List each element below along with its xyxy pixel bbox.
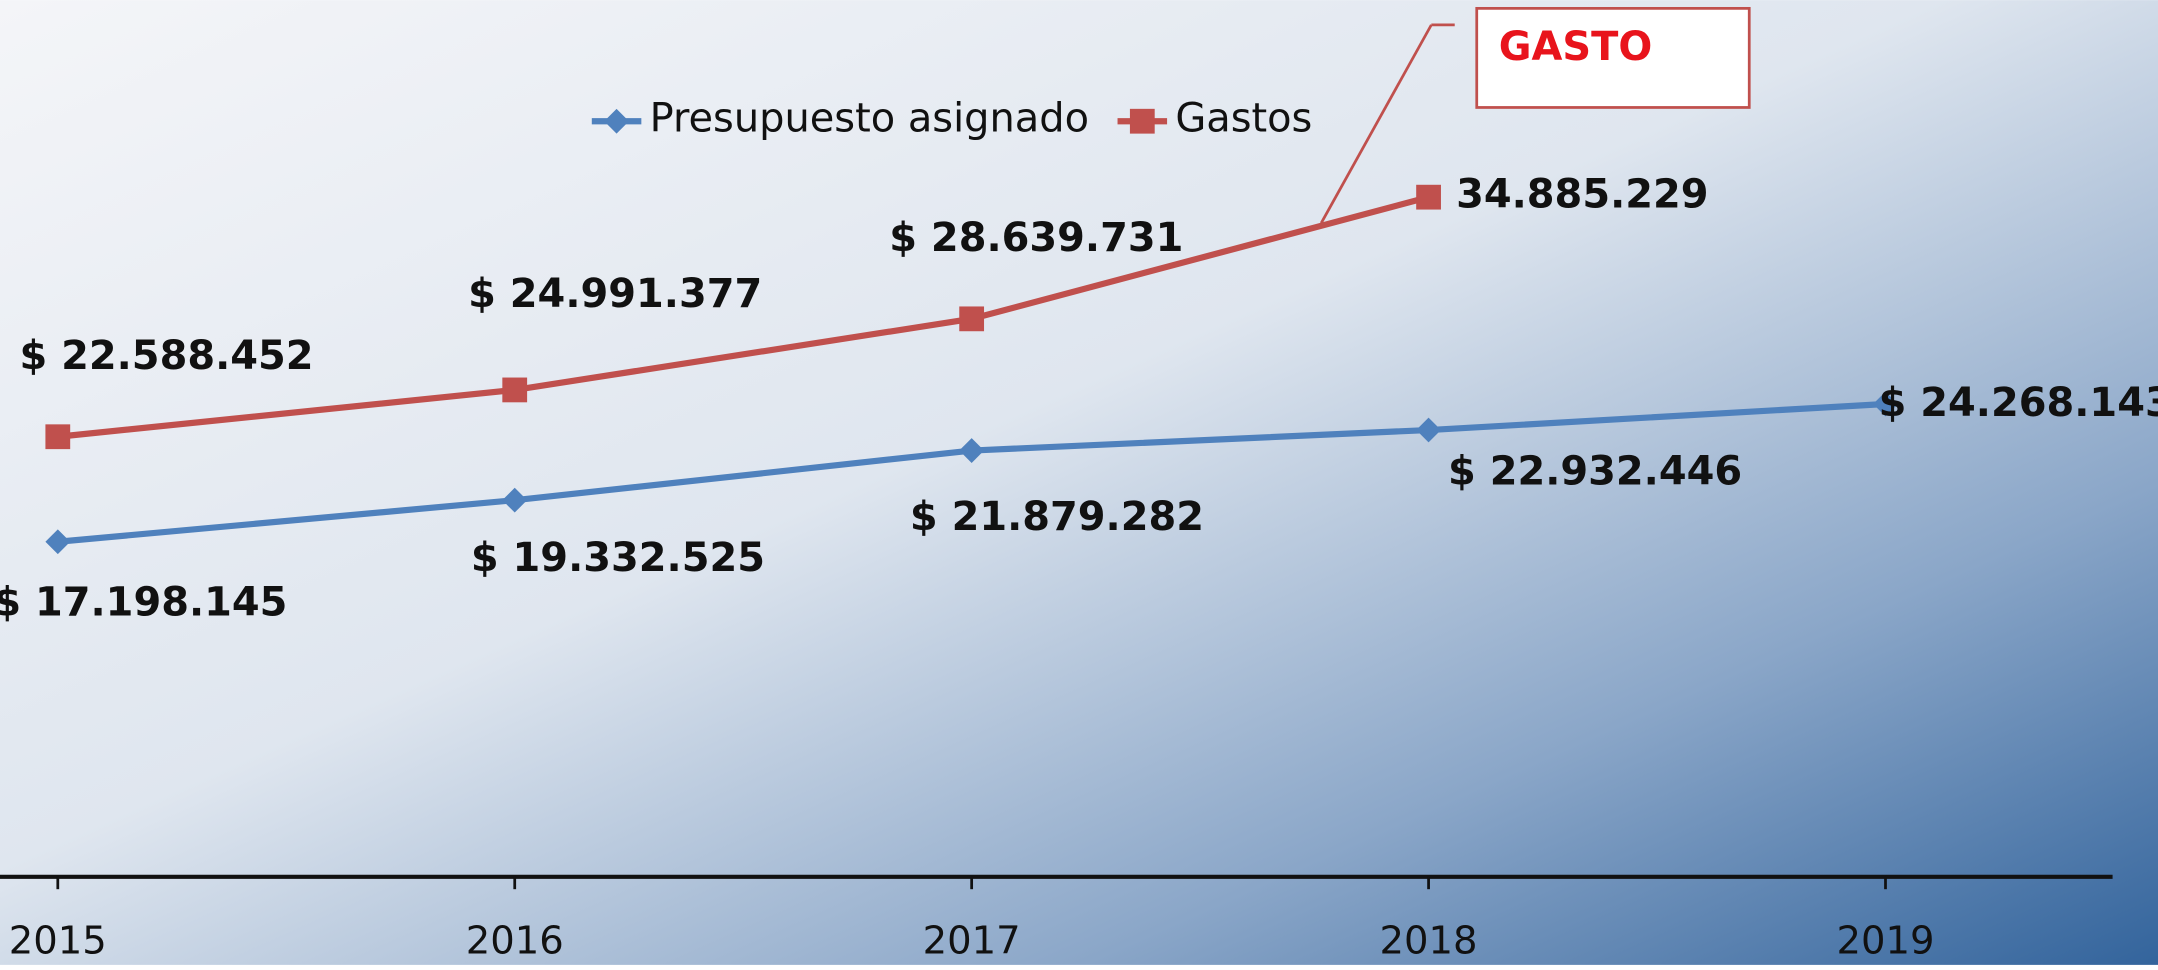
data-label: $ 19.332.525 bbox=[471, 535, 765, 581]
legend-label: Gastos bbox=[1175, 96, 1312, 142]
data-point bbox=[502, 377, 528, 403]
data-label: $ 28.639.731 bbox=[889, 215, 1183, 261]
data-point bbox=[1416, 417, 1441, 443]
data-label: $ 24.268.143 bbox=[1879, 380, 2158, 426]
callout-box bbox=[1475, 6, 1751, 109]
legend-marker bbox=[604, 108, 629, 134]
x-tick-label: 2017 bbox=[923, 918, 1021, 963]
x-tick-label: 2018 bbox=[1380, 918, 1478, 963]
data-label: $ 22.588.452 bbox=[19, 333, 313, 379]
x-tick-label: 2015 bbox=[9, 918, 107, 963]
data-label: $ 21.879.282 bbox=[910, 494, 1204, 540]
legend-marker bbox=[1129, 108, 1155, 134]
data-label: $ 24.991.377 bbox=[468, 271, 762, 317]
data-label: 34.885.229 bbox=[1456, 172, 1708, 218]
data-point bbox=[1873, 391, 1898, 417]
x-tick-label: 2019 bbox=[1836, 918, 1934, 963]
legend-label: Presupuesto asignado bbox=[650, 96, 1089, 142]
x-tick-label: 2016 bbox=[466, 918, 564, 963]
data-point bbox=[1416, 184, 1441, 210]
data-point bbox=[45, 529, 71, 555]
annotation: GASTO bbox=[1499, 24, 1653, 70]
callout-leader bbox=[1320, 24, 1433, 224]
series-line bbox=[57, 194, 1430, 440]
data-point bbox=[45, 424, 71, 450]
data-label: $ 22.932.446 bbox=[1448, 449, 1742, 495]
data-label: $ 17.198.145 bbox=[0, 580, 287, 626]
data-point bbox=[959, 306, 985, 332]
data-point bbox=[959, 438, 985, 463]
